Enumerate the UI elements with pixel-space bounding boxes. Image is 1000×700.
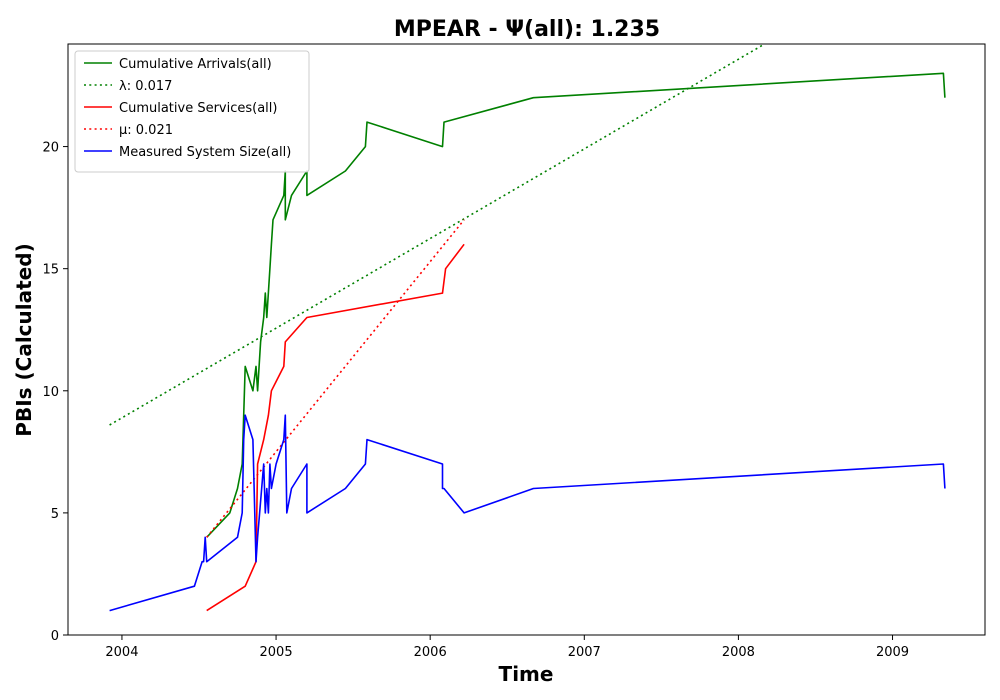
legend-label-0: Cumulative Arrivals(all): [119, 57, 272, 72]
y-tick-label-1: 5: [51, 507, 59, 522]
x-tick-label-2: 2006: [414, 645, 447, 660]
series-line-4: [109, 414, 946, 612]
x-tick-label-3: 2007: [568, 645, 601, 660]
legend-label-2: Cumulative Services(all): [119, 101, 277, 116]
y-tick-label-2: 10: [42, 385, 59, 400]
legend: Cumulative Arrivals(all) λ: 0.017 Cumulati…: [74, 50, 310, 173]
y-tick-label-4: 20: [42, 141, 59, 156]
plot-frame: [67, 43, 986, 636]
legend-label-1: λ: 0.017: [119, 79, 172, 94]
x-tick-label-4: 2008: [722, 645, 755, 660]
legend-label-4: Measured System Size(all): [119, 145, 291, 160]
x-tick-label-0: 2004: [105, 645, 138, 660]
y-tick-label-3: 15: [42, 263, 59, 278]
series-line-3: [206, 219, 465, 538]
x-tick-label-5: 2009: [876, 645, 909, 660]
series-line-0: [206, 72, 946, 538]
axes-layer: 2004 2005 2006 2007 2008 2009 0 5 10 15 20: [42, 43, 986, 660]
y-axis-label: PBIs (Calculated): [12, 243, 36, 436]
series-layer: [109, 44, 946, 612]
x-axis-label: Time: [499, 662, 554, 686]
legend-label-3: μ: 0.021: [119, 123, 173, 138]
x-tick-label-1: 2005: [260, 645, 293, 660]
legend-box: [74, 50, 310, 173]
series-line-1: [109, 44, 766, 426]
y-tick-label-0: 0: [51, 629, 59, 644]
chart-title: MPEAR - Ψ(all): 1.235: [394, 17, 660, 42]
